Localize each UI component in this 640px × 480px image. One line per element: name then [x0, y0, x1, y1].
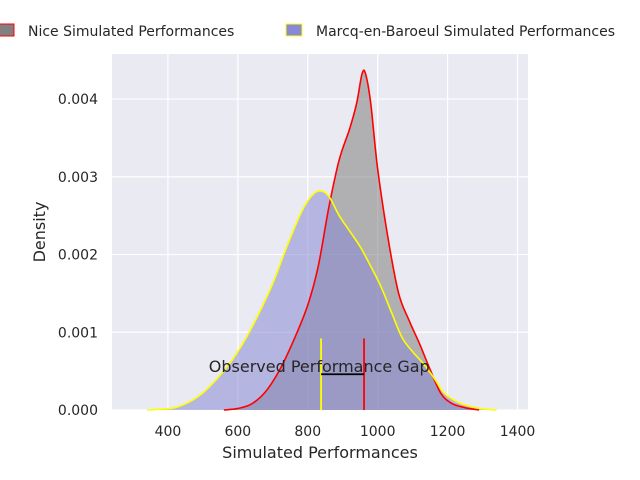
y-tick-label-4: 0.004: [58, 92, 98, 108]
density-edge-0: [223, 69, 480, 411]
x-tick-label-4: 1200: [430, 424, 466, 440]
density-fill-1: [146, 190, 497, 410]
annotation-label: Observed Performance Gap: [209, 357, 430, 376]
x-tick-label-1: 600: [224, 424, 251, 440]
density-areas: [146, 69, 497, 411]
reference-lines: [320, 338, 365, 410]
density-edge-1: [146, 190, 497, 411]
x-tick-label-3: 1000: [360, 424, 396, 440]
y-tick-label-1: 0.001: [58, 325, 98, 341]
y-axis-ticks: 0.000 0.001 0.002 0.003 0.004: [58, 92, 98, 419]
x-tick-label-0: 400: [155, 424, 182, 440]
legend-swatch-1: [285, 23, 303, 37]
x-tick-label-5: 1400: [500, 424, 536, 440]
y-tick-label-2: 0.002: [58, 248, 98, 264]
legend-label-1: Marcq-en-Baroeul Simulated Performances: [316, 24, 615, 40]
legend: Nice Simulated Performances Marcq-en-Baro…: [0, 23, 615, 40]
y-tick-label-3: 0.003: [58, 170, 98, 186]
legend-label-0: Nice Simulated Performances: [28, 24, 234, 40]
x-tick-label-2: 800: [294, 424, 321, 440]
legend-swatch-0: [0, 23, 15, 37]
x-axis-ticks: 400 600 800 1000 1200 1400: [155, 424, 536, 440]
y-axis-label: Density: [30, 202, 49, 263]
x-axis-label: Simulated Performances: [222, 443, 418, 462]
y-tick-label-0: 0.000: [58, 403, 98, 419]
